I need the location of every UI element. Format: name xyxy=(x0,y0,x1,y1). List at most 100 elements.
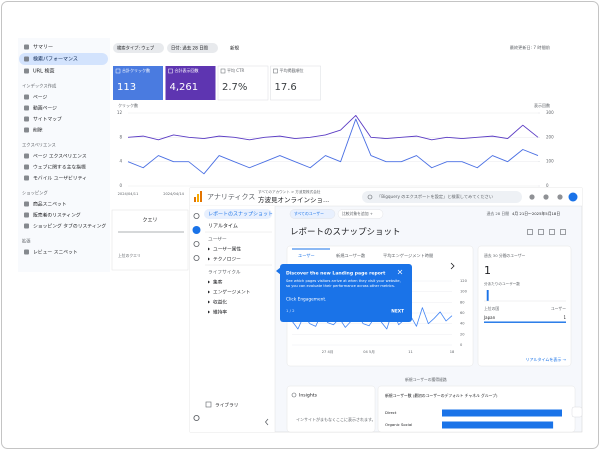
y-tick-label: 40 xyxy=(460,322,465,326)
filter-chip-label[interactable]: 日付: 過去 28 日間 xyxy=(171,45,208,52)
nav-item[interactable]: 動画ページ xyxy=(33,105,57,112)
nav-section-title[interactable]: エクスペリエンス xyxy=(22,143,56,149)
axis-title: クリック数 xyxy=(118,102,138,108)
sc-sidebar xyxy=(18,38,110,272)
nav-item[interactable]: 検索パフォーマンス xyxy=(33,56,78,63)
tooltip-body: See which pages visitors arrive at when … xyxy=(286,279,401,288)
metric-card xyxy=(113,66,163,100)
metric-label[interactable]: 合計クリック数 xyxy=(122,67,150,73)
nav-icon xyxy=(24,44,29,50)
logo-bar xyxy=(197,194,199,202)
metric-label[interactable]: 平均掲載順位 xyxy=(280,67,304,73)
nav-icon xyxy=(24,212,29,218)
queries-card xyxy=(111,209,189,271)
insights-card xyxy=(286,385,376,433)
metric-tab[interactable]: 平均エンゲージメント時間 xyxy=(383,252,433,259)
comparison-chip-label[interactable]: すべてのユーザー xyxy=(294,211,324,216)
nav-item[interactable]: ページ xyxy=(33,95,47,101)
filter-chip xyxy=(167,43,218,53)
settings-icon xyxy=(193,414,200,422)
realtime-title: 過去 30 分間のユーザー xyxy=(484,253,526,258)
nav-section-title[interactable]: ショッピング xyxy=(22,190,48,197)
filter-chip-label[interactable]: 検索タイプ: ウェブ xyxy=(117,45,155,52)
ga-rail xyxy=(190,206,203,432)
metric-label[interactable]: 平均 CTR xyxy=(227,67,245,73)
bar xyxy=(442,409,562,417)
logo-bar xyxy=(200,191,202,202)
queries-tab[interactable]: クエリ xyxy=(142,218,157,224)
toolbar-icon xyxy=(529,194,535,200)
nav-group-title[interactable]: ライフサイクル xyxy=(208,270,241,276)
property-name[interactable]: 方波見オンラインショ... xyxy=(258,195,329,204)
nav-item[interactable]: モバイル ユーザビリティ xyxy=(33,175,87,182)
nav-item[interactable]: ショッピング タブのリスティング xyxy=(33,223,106,230)
nav-icon xyxy=(24,164,29,170)
data-line xyxy=(127,114,539,141)
y-tick-label: 0 xyxy=(119,183,122,188)
metric-tab[interactable]: ユーザー xyxy=(298,253,315,259)
nav-item[interactable]: 削除 xyxy=(33,127,43,134)
queries-subtitle: 上位のクエリ xyxy=(118,253,141,258)
nav-section-title[interactable]: 拡張 xyxy=(22,238,31,245)
search-placeholder[interactable]: 「Bigquery のエクスポートを設定」と検索してみてください xyxy=(377,193,493,200)
column-header: ユーザー xyxy=(551,306,566,311)
nav-icon xyxy=(24,223,29,229)
nav-item[interactable]: 収益化 xyxy=(213,299,227,306)
metric-checkbox xyxy=(220,68,226,74)
bar xyxy=(442,421,554,429)
nav-item[interactable]: レビュー スニペット xyxy=(33,249,78,256)
comparison-chip-label[interactable]: 比較対象を追加 + xyxy=(342,211,373,216)
nav-item[interactable]: サイトマップ xyxy=(33,117,62,123)
new-button[interactable]: 新規 xyxy=(230,45,239,52)
nav-library[interactable]: ライブラリ xyxy=(215,402,238,409)
date-range[interactable]: 4月 21日～2025年5月18日 xyxy=(512,211,560,216)
country-users: 1 xyxy=(563,315,566,320)
data-line xyxy=(127,118,539,175)
nav-item[interactable]: 維持率 xyxy=(213,309,227,316)
nav-section-title[interactable]: インデックス作成 xyxy=(22,83,57,90)
search-box xyxy=(362,191,522,203)
nav-item[interactable]: 販売者のリスティング xyxy=(33,212,81,219)
nav-item[interactable]: サマリー xyxy=(33,45,53,51)
tooltip-instruction: Click Engagement. xyxy=(286,297,326,303)
nav-item[interactable]: ウェブに関する主な指標 xyxy=(33,164,86,171)
nav-item[interactable]: リアルタイム xyxy=(208,223,238,230)
nav-item[interactable]: ユーザー属性 xyxy=(213,246,241,253)
column-header: 上位の国 xyxy=(484,306,499,311)
realtime-sub: 分あたりのユーザー数 xyxy=(484,281,520,286)
account-path[interactable]: すべてのアカウント > 方波見株式会社 xyxy=(258,189,321,194)
rail-icon xyxy=(193,212,200,219)
nav-item[interactable]: 集客 xyxy=(213,279,223,286)
nav-item[interactable]: エンゲージメント xyxy=(213,289,250,296)
metric-label[interactable]: 合計表示回数 xyxy=(175,67,199,73)
y-tick-label: 60 xyxy=(460,311,465,315)
rail-icon-active xyxy=(192,226,201,234)
nav-item[interactable]: ページ エクスペリエンス xyxy=(33,154,87,160)
rail-icon xyxy=(193,240,200,247)
realtime-link[interactable]: リアルタイムを表示 → xyxy=(525,356,566,362)
y-tick-label: 20 xyxy=(460,332,465,336)
nav-item[interactable]: 商品スニペット xyxy=(33,201,67,208)
minute-bar xyxy=(486,290,489,301)
metric-tab[interactable]: 新規ユーザー数 xyxy=(336,252,366,259)
header-icon xyxy=(560,229,566,235)
logo-bar xyxy=(194,197,196,202)
x-tick-label: 11 xyxy=(408,350,413,354)
nav-icon xyxy=(24,116,29,122)
tooltip-title: Discover the new Landing page report xyxy=(286,271,386,277)
tooltip-next[interactable]: NEXT xyxy=(391,309,404,315)
nav-item[interactable]: URL 検査 xyxy=(33,68,55,75)
nav-item[interactable]: レポートのスナップショット xyxy=(208,211,273,218)
axis-title: 表示回数 xyxy=(534,102,550,108)
nav-group-title[interactable]: ユーザー xyxy=(208,237,227,243)
header-icon xyxy=(527,229,533,235)
feedback-button[interactable] xyxy=(571,406,583,418)
x-tick-label: 2024/04/14 xyxy=(163,192,184,196)
date-range-label[interactable]: 過去 28 日間 xyxy=(487,211,510,216)
nav-item[interactable]: テクノロジー xyxy=(213,257,241,263)
y-tick-label: 0 xyxy=(460,343,463,347)
y2-tick-label: 300 xyxy=(546,110,554,115)
bar-label: Direct xyxy=(385,410,397,415)
